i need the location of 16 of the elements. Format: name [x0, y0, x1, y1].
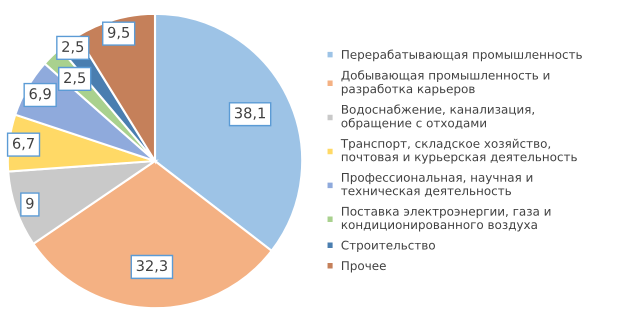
data-label: 6,7 [12, 138, 34, 150]
data-label: 2,5 [62, 41, 84, 54]
legend-label: Профессиональная, научная и техническая деятельность [341, 172, 532, 197]
legend-label: Транспорт, складское хозяйство, почтовая и курьерская деятельность [340, 138, 577, 164]
data-label: 32,3 [136, 260, 167, 273]
legend-label: Водоснабжение, канализация, обращение с отходами [341, 104, 534, 130]
data-label: 9 [26, 198, 34, 209]
data-label: 9,5 [108, 26, 130, 40]
data-label: 6,9 [30, 88, 51, 101]
data-label: 38,1 [234, 107, 265, 120]
legend-label: Поставка электроэнергии, газа и кондиционированного воздуха [342, 206, 550, 232]
legend-label: Прочее [342, 261, 386, 272]
legend-label: Строительство [341, 240, 435, 252]
legend-label: Перерабатывающая промышленность [342, 50, 582, 62]
legend-label: Добывающая промышленность и разработка карьеров [341, 70, 550, 96]
data-label: 2,5 [64, 72, 86, 85]
